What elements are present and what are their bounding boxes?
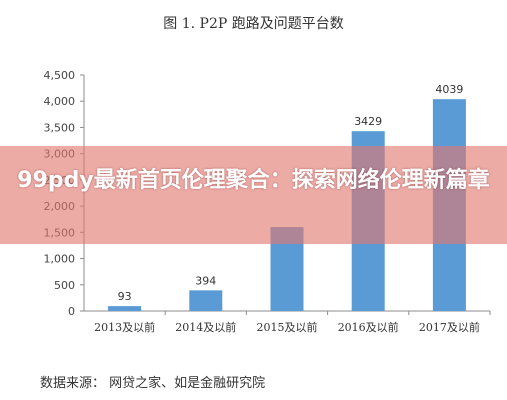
- y-tick-label: 3,500: [44, 121, 76, 134]
- x-tick-label: 2017及以前: [419, 320, 480, 334]
- y-tick-label: 0: [68, 305, 75, 318]
- x-tick-label: 2016及以前: [338, 320, 399, 334]
- y-tick-label: 1,000: [44, 253, 76, 266]
- x-tick-label: 2015及以前: [257, 320, 318, 334]
- bar: [189, 290, 223, 311]
- y-tick-label: 500: [54, 279, 75, 292]
- y-tick-label: 4,000: [44, 95, 76, 108]
- banner-text: 99pdy最新首页伦理聚合：探索网络伦理新篇章: [17, 168, 490, 193]
- x-tick-label: 2014及以前: [175, 320, 236, 334]
- bar-value-label: 3429: [354, 115, 382, 128]
- bar: [108, 306, 142, 311]
- overlay-banner: [0, 146, 507, 244]
- bar-value-label: 93: [118, 290, 132, 303]
- source-note: 数据来源： 网贷之家、如是金融研究院: [40, 376, 266, 391]
- chart-title: 图 1. P2P 跑路及问题平台数: [163, 16, 344, 32]
- bar-value-label: 394: [195, 274, 216, 287]
- y-tick-label: 4,500: [44, 69, 76, 82]
- bar-value-label: 4039: [435, 83, 463, 96]
- x-tick-label: 2013及以前: [94, 320, 155, 334]
